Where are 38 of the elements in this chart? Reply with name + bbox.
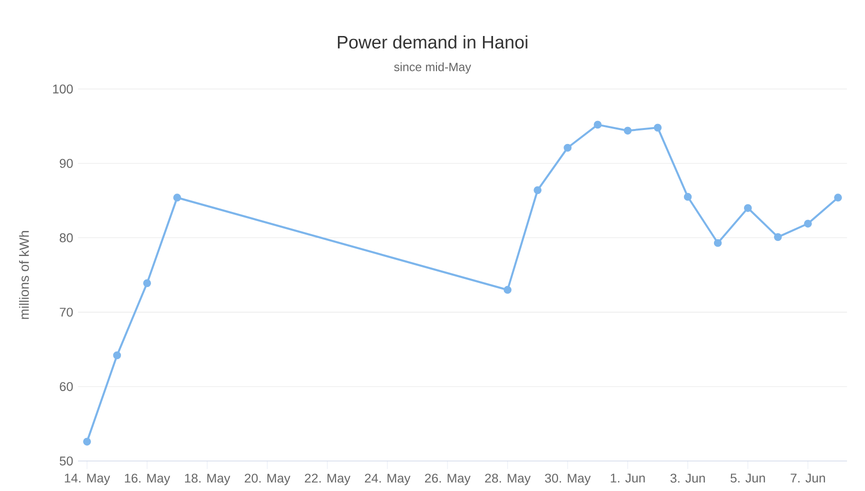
point: [714, 239, 722, 247]
x-tick-label: 5. Jun: [730, 474, 765, 483]
point: [594, 120, 602, 129]
point: [774, 233, 782, 241]
x-tick-label: 26. May: [424, 474, 471, 486]
x-tick-label: 20. May: [244, 474, 290, 486]
point: [834, 194, 842, 202]
point: [624, 126, 632, 135]
point: [534, 186, 542, 194]
point: [113, 351, 121, 360]
y-tick-label: 80: [60, 233, 73, 242]
x-tick-label: 1. Jun: [610, 474, 645, 483]
y-tick-label: 100: [53, 84, 73, 94]
y-tick-label: 60: [60, 382, 73, 392]
y-tick-label: 50: [60, 456, 73, 466]
point: [654, 124, 662, 132]
x-tick-label: 22. May: [304, 474, 350, 486]
x-tick-label: 14. May: [64, 474, 110, 486]
x-tick-label: 7. Jun: [790, 474, 825, 483]
point: [504, 286, 512, 294]
y-tick-label: 90: [60, 158, 73, 168]
x-tick-label: 30. May: [544, 474, 591, 486]
y-axis-title: millions of kWh: [19, 231, 29, 319]
point: [804, 220, 812, 228]
x-tick-label: 16. May: [124, 474, 170, 486]
point: [564, 144, 572, 152]
point: [173, 194, 182, 202]
x-tick-label: 28. May: [485, 474, 531, 486]
point: [83, 438, 91, 446]
x-tick-label: 3. Jun: [670, 474, 705, 483]
x-tick-label: 24. May: [364, 474, 410, 486]
x-tick-label: 18. May: [185, 474, 230, 486]
point: [744, 204, 752, 212]
point: [684, 192, 692, 201]
chart-subtitle: since mid-May: [394, 62, 472, 74]
y-tick-label: 70: [60, 308, 73, 317]
chart-title: Power demand in Hanoi: [338, 35, 528, 49]
point: [143, 279, 152, 288]
